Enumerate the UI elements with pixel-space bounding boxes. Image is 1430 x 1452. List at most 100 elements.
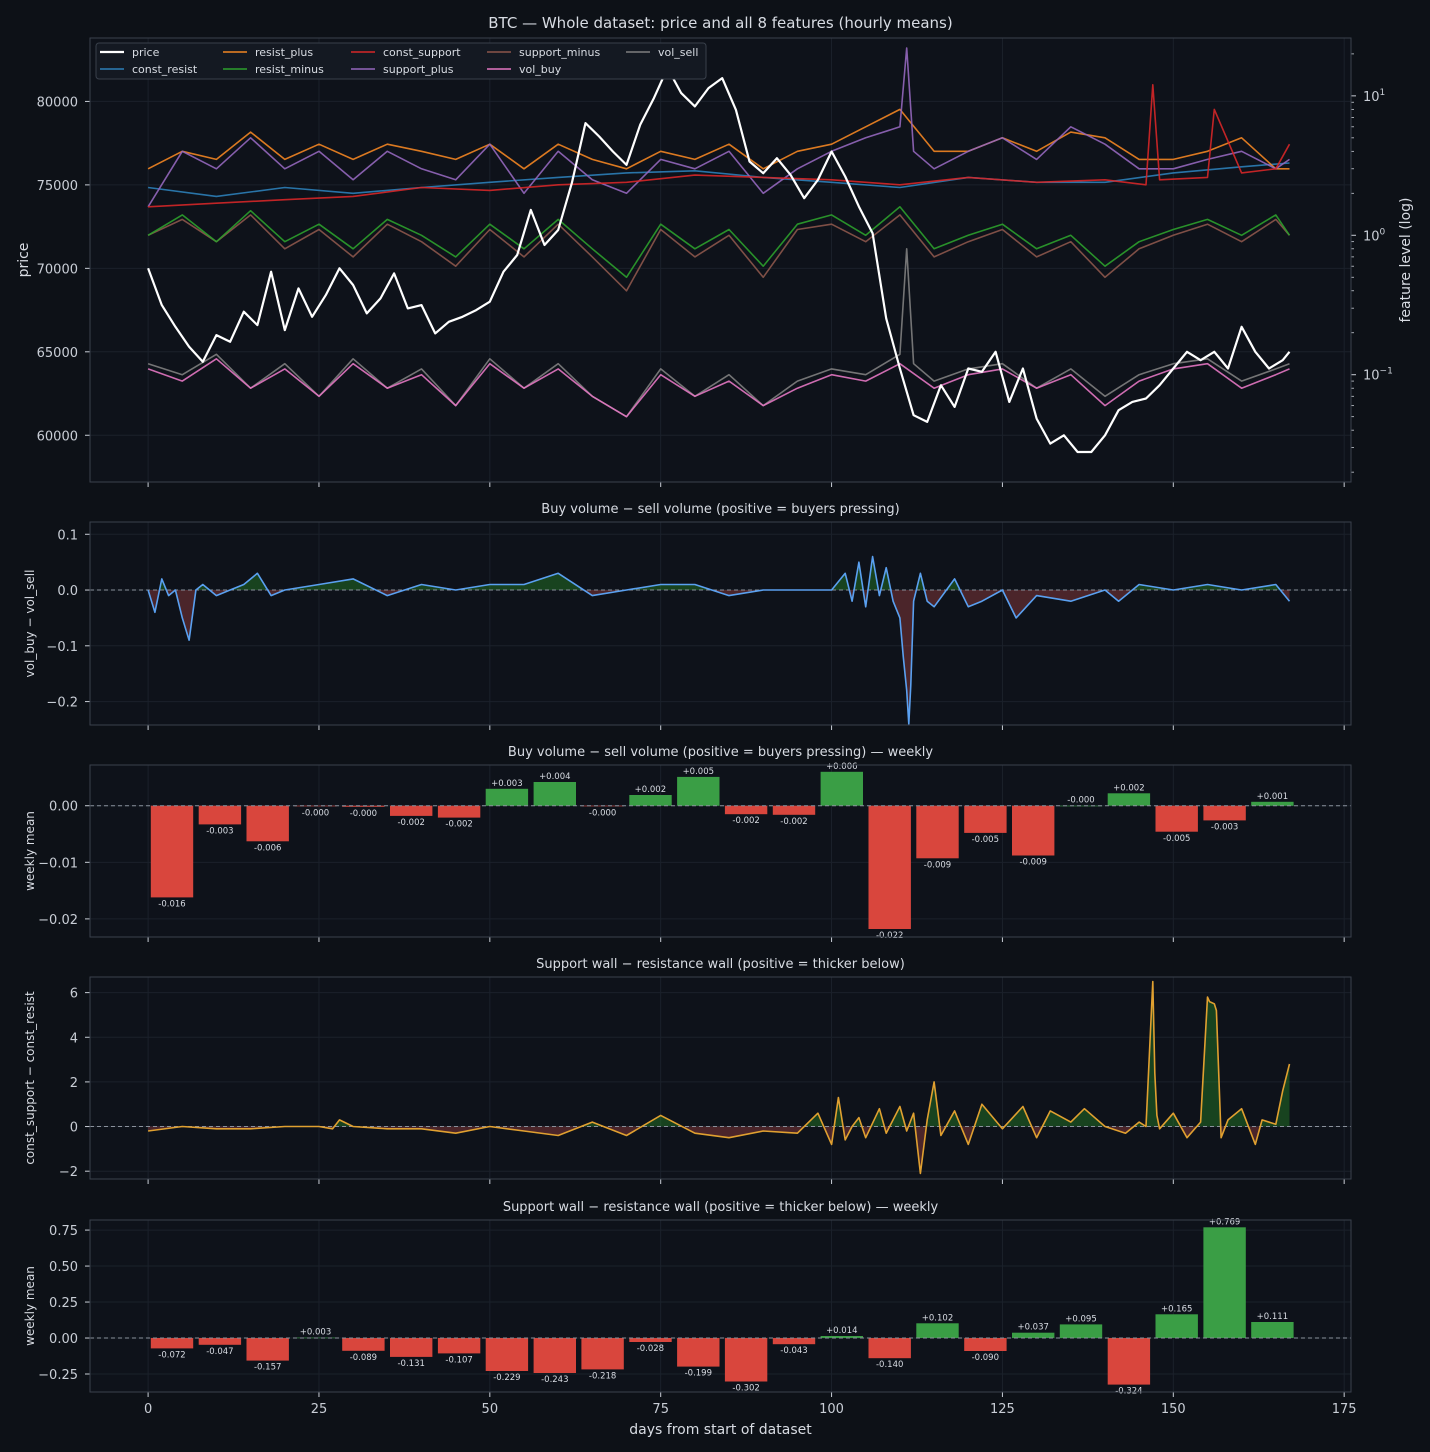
x-axis: 0 25 50 75 100 125 150 175 days from start of da… [144,1402,1357,1438]
volume-weekly-bar [868,805,911,929]
volume-weekly-bar [1012,805,1055,856]
wall-weekly-bar-label: +0.095 [1065,1314,1096,1324]
wall-weekly-bar [437,1338,481,1354]
wall-diff-panel: Support wall − resistance wall (positive… [23,957,1352,1184]
legend-box [95,42,707,80]
volume-weekly-bar [1251,801,1294,806]
legend-label-price: price [132,46,160,59]
volume-weekly-bar [485,788,529,806]
series-vol-buy [147,357,1290,418]
legend-label-support-plus: support_plus [383,63,454,76]
volume-weekly-bar [820,771,863,806]
wall-diff-frame [89,976,1352,1180]
price-ylabel: price [16,243,32,278]
wall-weekly-bar [1059,1324,1103,1339]
legend-label-vol-sell: vol_sell [658,46,698,59]
wall-weekly-bar [485,1338,529,1371]
xtick-label: 100 [819,1402,844,1417]
wall-diff-ytick-label: 6 [70,987,78,1002]
volume-diff-frame [89,521,1352,726]
wall-weekly-bar-label: -0.229 [493,1373,520,1383]
wall-weekly-bar [1251,1322,1294,1338]
price-frame [89,37,1352,483]
volume-weekly-bar [1107,793,1151,806]
legend-label-support-minus: support_minus [519,46,600,59]
price-y2tick-label: 10−1 [1363,367,1393,384]
wall-weekly-ytick-label: 0.00 [49,1332,78,1347]
wall-weekly-bar-label: -0.090 [972,1353,999,1363]
wall-weekly-ylabel: weekly mean [23,1266,37,1346]
wall-diff-plot-area [90,977,1351,1179]
wall-weekly-bar-label: +0.102 [922,1313,953,1323]
wall-weekly-bar [1155,1314,1198,1338]
wall-diff-ytick-label: 4 [70,1031,78,1046]
series-resist-plus [147,108,1290,170]
wall-weekly-bar [677,1338,720,1367]
xtick-label: 0 [144,1402,152,1417]
wall-weekly-bar-label: +0.111 [1257,1312,1288,1322]
price-ytick-label: 75000 [37,179,78,194]
wall-weekly-ytick-label: 0.75 [49,1224,78,1239]
wall-weekly-bar [390,1338,433,1357]
wall-weekly-bar [1012,1332,1055,1338]
wall-weekly-ytick-label: 0.50 [49,1260,78,1275]
volume-weekly-bar [916,805,959,859]
volume-weekly-frame [89,764,1352,938]
volume-weekly-bar-label: -0.016 [158,899,185,909]
volume-weekly-bar [390,805,433,816]
wall-weekly-bar-label: -0.243 [541,1375,568,1385]
volume-weekly-bar-label: +0.006 [826,762,857,772]
volume-weekly-bar [964,805,1007,833]
wall-weekly-frame [89,1219,1352,1393]
wall-weekly-title: Support wall − resistance wall (positive… [503,1200,939,1215]
wall-weekly-bar [198,1338,242,1345]
volume-weekly-bar [1203,805,1246,821]
wall-weekly-panel: Support wall − resistance wall (positive… [23,1200,1352,1397]
wall-weekly-bar [1107,1338,1151,1385]
volume-diff-positive-fill [148,556,1290,591]
price-y2tick-label: 100 [1363,227,1386,244]
wall-weekly-ytick-label: −0.25 [38,1368,78,1383]
wall-weekly-bar-label: -0.107 [445,1355,472,1365]
volume-weekly-bar-label: -0.022 [876,931,903,941]
wall-diff-title: Support wall − resistance wall (positive… [536,957,905,972]
volume-weekly-ylabel: weekly mean [23,811,37,891]
wall-weekly-ytick-label: 0.25 [49,1296,78,1311]
price-plot-area [90,38,1351,482]
price-ytick-label: 70000 [37,262,78,277]
price-ytick-label: 65000 [37,346,78,361]
volume-weekly-bar-label: -0.000 [1067,796,1094,806]
volume-weekly-bar-label: +0.002 [1113,783,1144,793]
wall-weekly-bar [1203,1227,1246,1338]
price-ytick-label: 80000 [37,95,78,110]
volume-weekly-bar [1155,805,1198,832]
wall-weekly-bar-label: +0.014 [826,1326,857,1336]
volume-weekly-bar-label: -0.000 [350,809,377,819]
wall-weekly-bar-label: +0.769 [1209,1217,1240,1227]
volume-weekly-bar [533,782,576,806]
volume-diff-title: Buy volume − sell volume (positive = buy… [541,502,899,517]
legend-label-resist-minus: resist_minus [255,63,324,76]
series-price [147,66,1291,454]
wall-diff-ytick-label: −2 [59,1165,78,1180]
volume-weekly-bar-label: -0.002 [397,818,424,828]
wall-weekly-bar [629,1338,672,1342]
xtick-label: 25 [311,1402,328,1417]
xtick-label: 50 [482,1402,499,1417]
wall-weekly-bar-label: -0.218 [589,1371,616,1381]
volume-diff-ytick-label: 0.1 [57,528,78,543]
xtick-label: 75 [652,1402,669,1417]
wall-weekly-bar-label: -0.302 [732,1384,759,1394]
wall-weekly-bar-label: -0.199 [685,1369,712,1379]
series-const-support [148,84,1291,208]
wall-weekly-bar [150,1338,194,1349]
wall-weekly-bar [342,1338,385,1351]
price-y2tick-label: 101 [1363,88,1385,105]
wall-weekly-bar [868,1338,911,1359]
volume-weekly-bar [198,805,242,825]
wall-weekly-bar-label: -0.072 [158,1350,185,1360]
series-support-plus [147,47,1290,208]
wall-weekly-bar [246,1338,289,1361]
xtick-label: 125 [990,1402,1015,1417]
legend-label-resist-plus: resist_plus [255,46,313,59]
